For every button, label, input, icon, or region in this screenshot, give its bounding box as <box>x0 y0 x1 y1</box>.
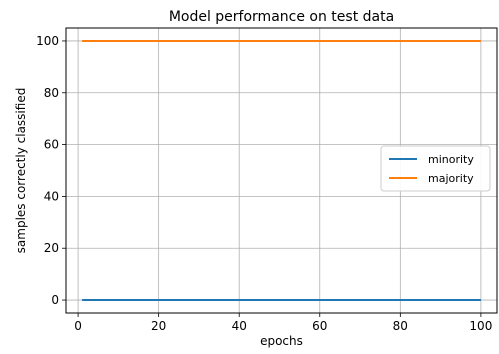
chart-title: Model performance on test data <box>169 9 394 25</box>
y-axis-label: samples correctly classified <box>14 88 28 254</box>
y-tick-label: 40 <box>44 189 59 203</box>
y-tick-label: 20 <box>44 241 59 255</box>
x-axis-label: epochs <box>260 334 303 348</box>
x-tick-label: 40 <box>232 319 247 333</box>
x-tick-label: 100 <box>469 319 492 333</box>
y-tick-label: 80 <box>44 86 59 100</box>
x-tick-label: 80 <box>393 319 408 333</box>
y-tick-label: 60 <box>44 138 59 152</box>
legend-label-minority: minority <box>428 153 474 166</box>
legend: minority majority <box>380 145 491 192</box>
tick-layer: 0 20 40 60 80 100 0 20 40 60 80 100 <box>36 34 492 333</box>
series-layer <box>82 39 481 302</box>
x-tick-label: 0 <box>74 319 82 333</box>
grid <box>66 28 497 313</box>
y-tick-label: 100 <box>36 34 59 48</box>
plot-frame <box>65 27 498 314</box>
legend-box <box>380 145 491 192</box>
legend-label-majority: majority <box>428 172 474 185</box>
y-tick-label: 0 <box>51 293 59 307</box>
x-tick-label: 60 <box>312 319 327 333</box>
x-tick-label: 20 <box>151 319 166 333</box>
